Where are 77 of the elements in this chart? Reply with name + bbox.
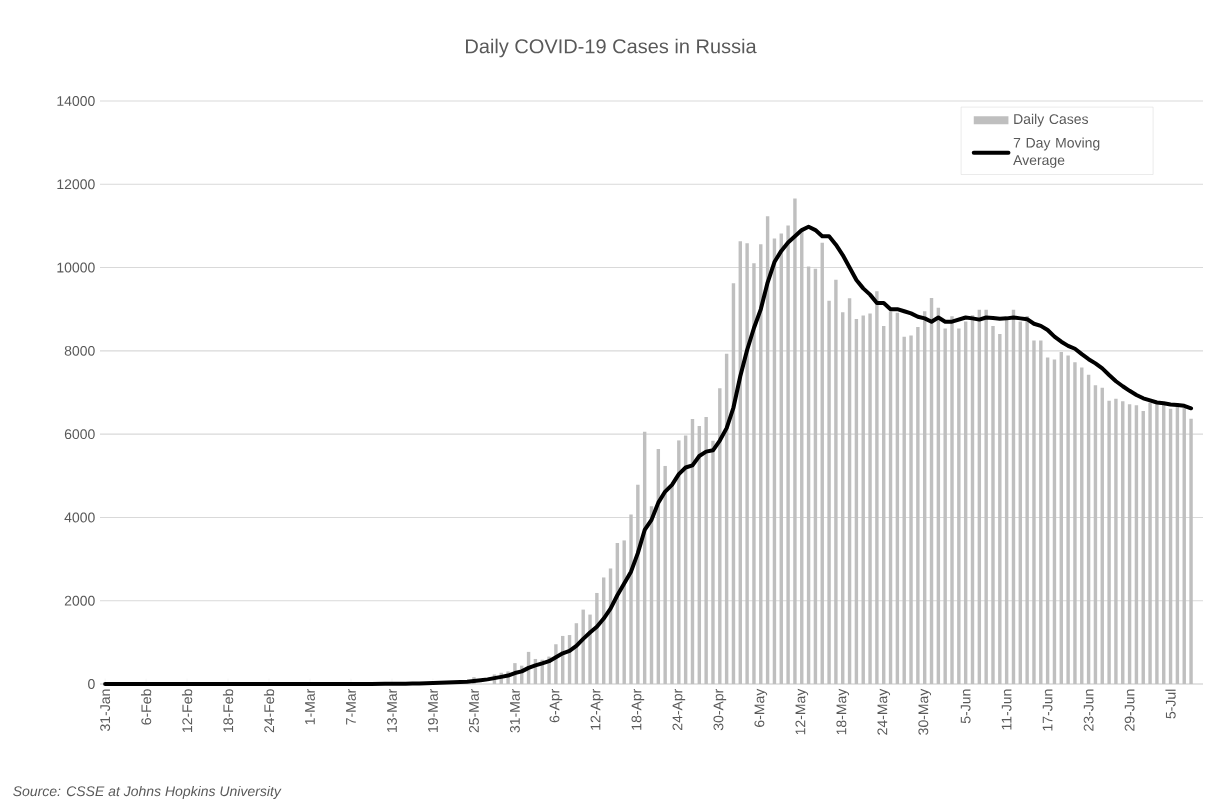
x-tick-label: 24-May [877,688,891,735]
bar [629,514,633,684]
bar [957,328,961,684]
y-tick-label: 14000 [57,96,95,106]
bar [745,243,749,684]
bar [752,263,756,684]
bar [1039,340,1043,684]
bar [670,485,674,684]
x-tick-label: 5-Jul [1165,689,1176,719]
legend-label: 7 Day Moving Average [1013,137,1100,168]
bar [991,326,995,684]
y-tick-label: 12000 [57,179,95,190]
bar [636,484,640,684]
x-tick-label: 18-May [836,688,850,735]
bar [943,328,947,684]
x-tick-label: 24-Feb [263,689,275,733]
x-tick-label: 31-Jan [100,689,111,731]
x-tick-label: 6-Feb [140,689,152,725]
bar [875,291,879,684]
bar [704,417,708,684]
y-tick-label: 4000 [64,512,95,523]
bar [677,440,681,684]
legend-label: Daily Cases [1014,113,1089,127]
bar [827,300,831,684]
x-tick-label: 12-May [795,688,809,735]
bar [793,198,797,684]
x-tick-label: 19-Mar [428,688,438,732]
chart-title: Daily COVID-19 Cases in Russia [466,38,757,58]
x-tick-label: 18-Apr [631,688,645,730]
bar [622,540,626,684]
x-tick-label: 11-Jun [1001,689,1012,730]
bar [950,316,954,684]
bar [588,614,592,684]
x-tick-label: 18-Feb [222,689,234,732]
x-tick-label: 25-Mar [468,688,479,733]
bar [1025,316,1029,684]
bar [998,334,1002,684]
bar [834,279,838,684]
bar [1148,402,1152,684]
x-tick-label: 12-Feb [181,689,193,732]
bar [1114,398,1118,684]
y-tick-label: 10000 [57,262,95,273]
y-tick-label: 6000 [64,429,95,440]
x-tick-label: 23-Jun [1083,689,1094,731]
source-note: Source: CSSE at Johns Hopkins University [13,785,282,799]
x-tick-label: 24-Apr [672,688,686,731]
x-tick-label: 1-Mar [305,688,315,725]
bar [711,440,715,684]
bar [595,592,599,684]
bar [902,336,906,684]
x-tick-label: 17-Jun [1042,689,1053,731]
bar [718,388,722,684]
bar [1073,362,1077,684]
x-tick-label: 30-Apr [713,688,727,731]
x-tick-label: 7-Mar [346,688,356,725]
x-tick-label: 5-Jun [960,689,971,724]
y-tick-label: 2000 [64,595,95,606]
x-tick-label: 6-Apr [549,688,563,723]
x-tick-label: 31-Mar [509,688,520,733]
x-tick-label: 12-Apr [590,688,604,730]
x-tick-label: 29-Jun [1124,689,1135,731]
y-tick-label: 8000 [64,345,95,356]
bar [916,327,920,684]
bar [984,309,988,684]
bar [1155,404,1159,684]
bar [786,225,790,684]
bar [1066,355,1070,684]
x-tick-label: 6-May [754,688,768,727]
y-tick-label: 0 [88,679,95,689]
x-tick-label: 30-May [918,688,932,735]
bar [1107,400,1111,684]
bar [663,465,667,684]
x-tick-label: 13-Mar [387,688,397,732]
bar [1189,418,1193,684]
bar [909,335,913,684]
bar [1032,340,1036,684]
bar [868,313,872,684]
